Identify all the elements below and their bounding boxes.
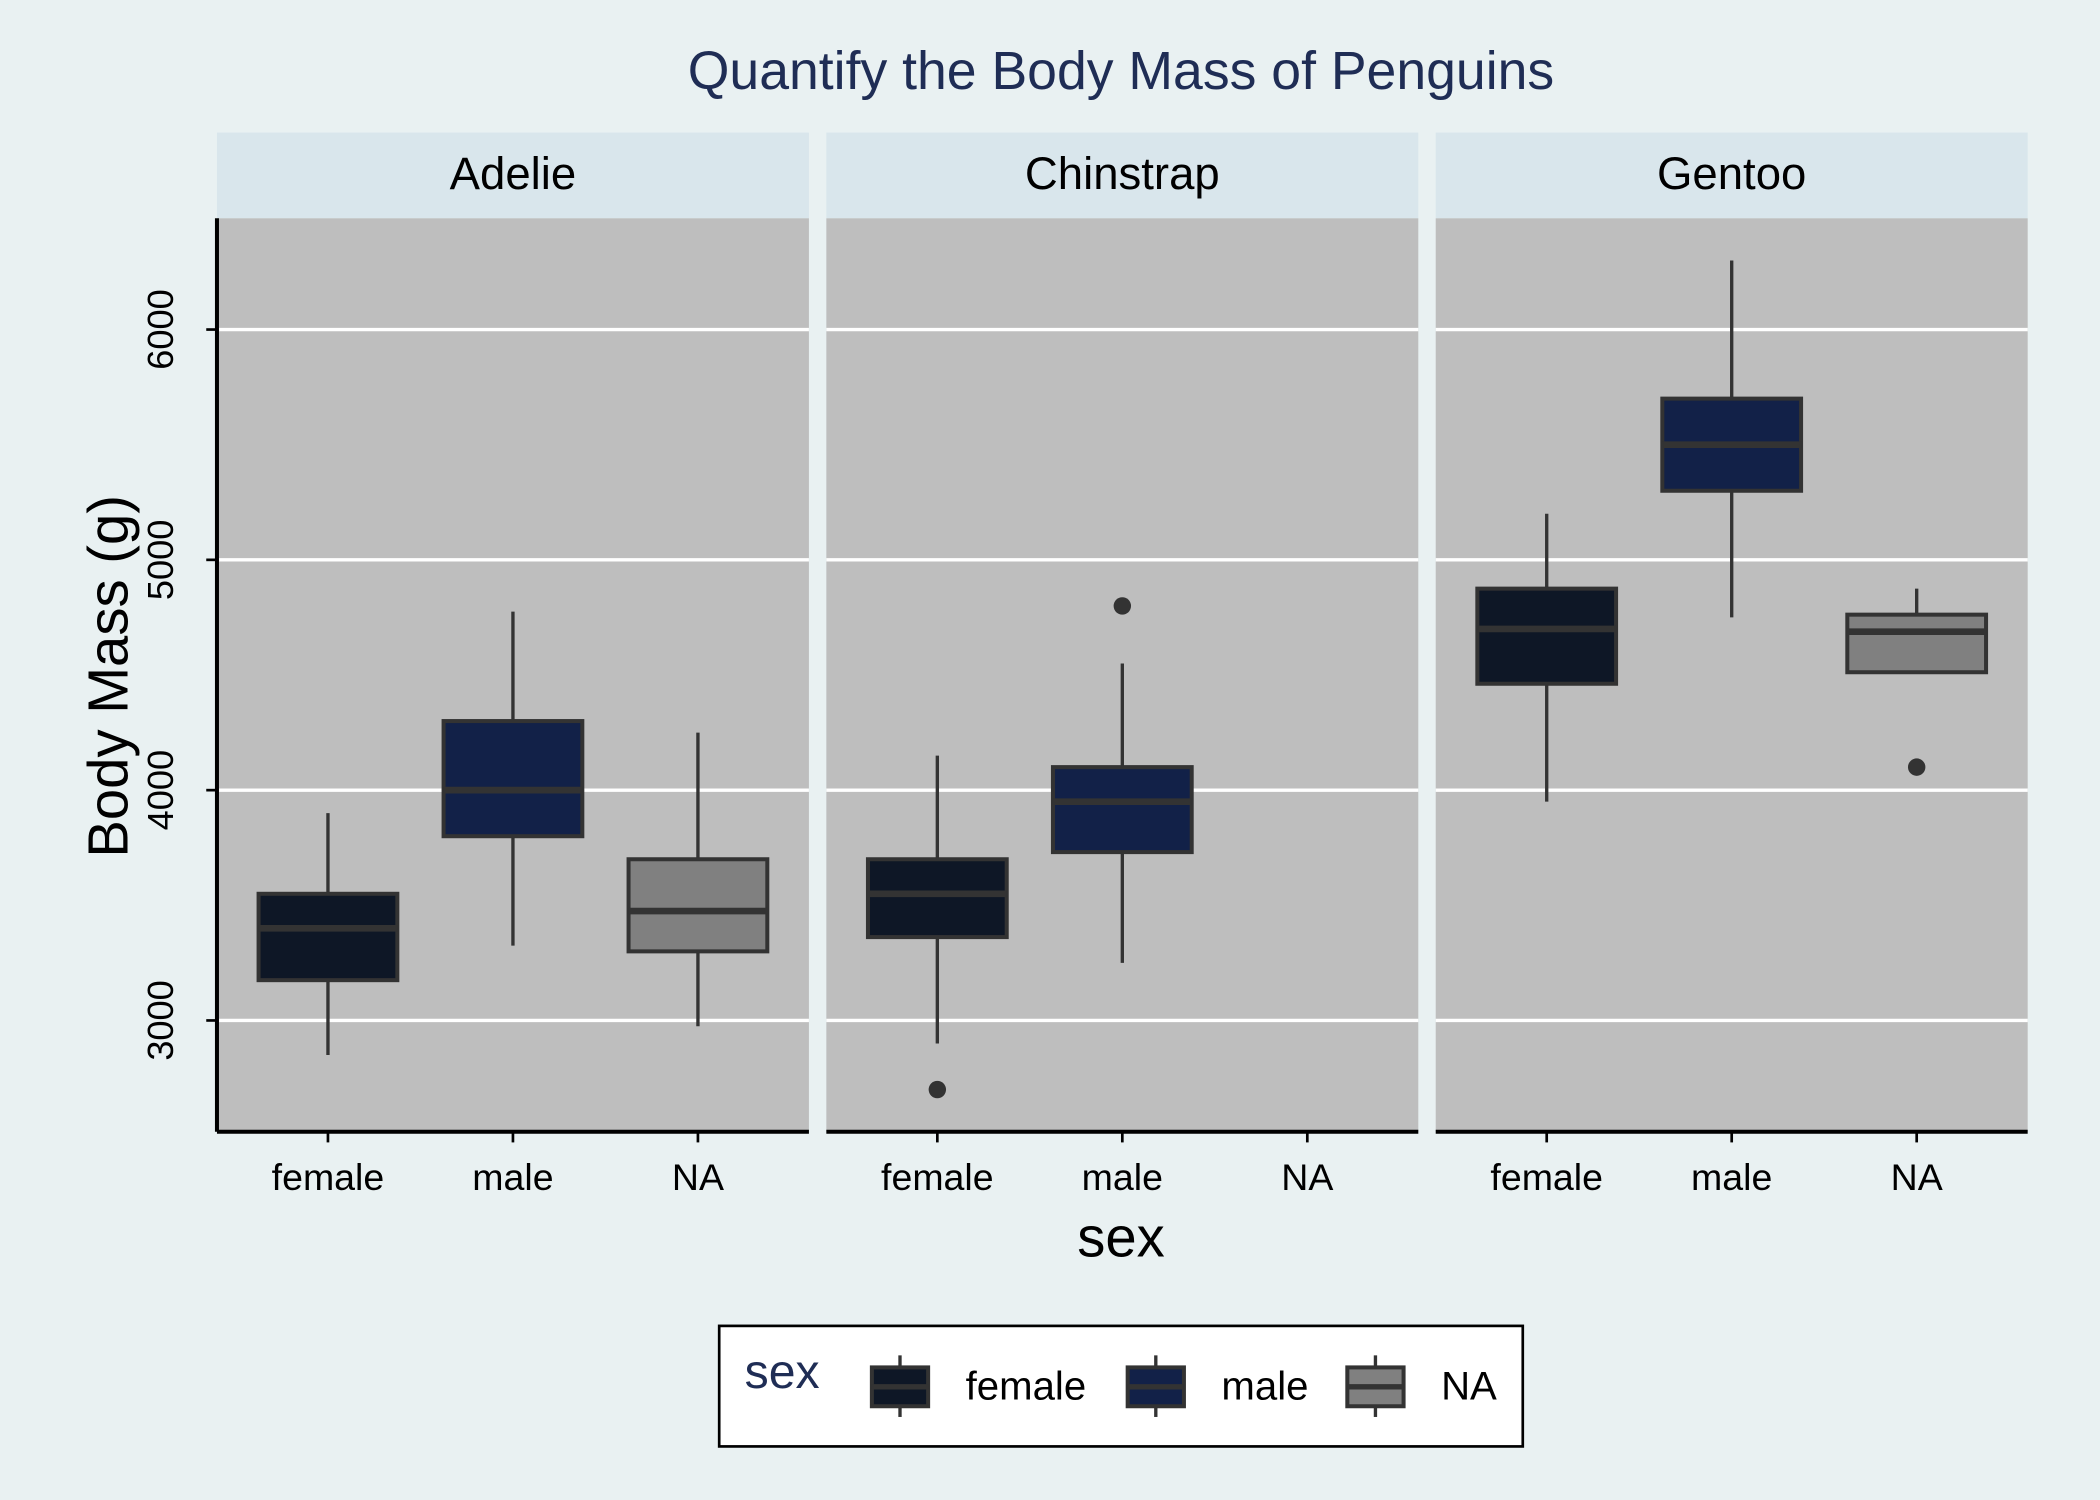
strip-label: Chinstrap	[1025, 148, 1220, 199]
strip-label: Adelie	[450, 148, 577, 199]
box	[626, 857, 770, 954]
x-tick-label: NA	[1891, 1156, 1943, 1198]
outlier	[1113, 597, 1132, 615]
legend-title: sex	[745, 1345, 820, 1399]
outlier	[928, 1080, 947, 1099]
box	[1050, 765, 1194, 855]
x-tick-label: male	[1691, 1156, 1772, 1198]
y-tick-label: 3000	[140, 980, 181, 1060]
x-axis-title: sex	[1077, 1205, 1165, 1268]
strip-label: Gentoo	[1657, 148, 1806, 199]
x-tick-label: female	[1490, 1156, 1603, 1198]
box	[865, 857, 1009, 940]
x-tick-label: female	[881, 1156, 994, 1198]
box	[1475, 586, 1619, 686]
x-tick-label: female	[272, 1156, 385, 1198]
x-tick-label: male	[1082, 1156, 1163, 1198]
outlier	[1907, 758, 1926, 776]
box	[1845, 612, 1989, 675]
legend-label: female	[966, 1363, 1087, 1408]
y-tick-label: 6000	[140, 289, 181, 369]
y-tick-label: 4000	[140, 750, 181, 830]
chart-title: Quantify the Body Mass of Penguins	[688, 42, 1554, 101]
box	[256, 891, 400, 983]
strip	[216, 132, 809, 219]
strip	[826, 132, 1419, 219]
x-tick-label: male	[472, 1156, 553, 1198]
x-tick-label: NA	[1281, 1156, 1333, 1198]
legend-label: male	[1221, 1363, 1308, 1408]
legend-label: NA	[1441, 1363, 1497, 1408]
y-tick-label: 5000	[140, 520, 181, 600]
strip	[1435, 132, 2028, 219]
box	[441, 719, 585, 839]
x-tick-label: NA	[672, 1156, 724, 1198]
y-axis-title: Body Mass (g)	[76, 495, 139, 858]
legend: sex female male NA	[717, 1324, 1525, 1448]
